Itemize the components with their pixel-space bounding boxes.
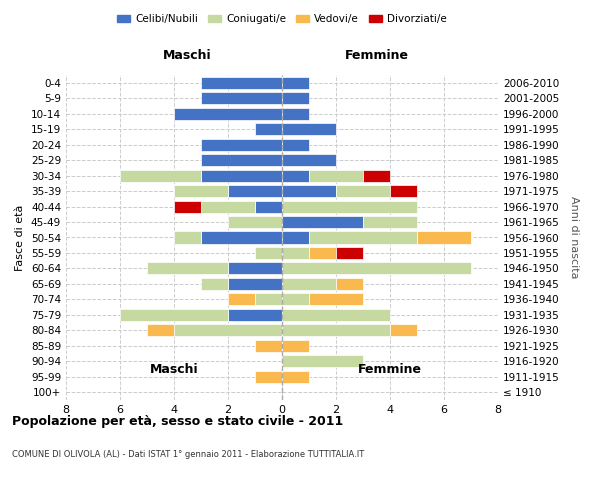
Bar [255,123,282,135]
Bar [147,262,228,274]
Bar [282,340,309,352]
Bar [120,309,228,321]
Bar [309,294,363,306]
Bar [201,200,255,212]
Bar [201,232,282,243]
Bar [282,92,309,104]
Bar [309,232,417,243]
Text: Maschi: Maschi [163,49,211,62]
Bar [201,138,282,150]
Text: COMUNE DI OLIVOLA (AL) - Dati ISTAT 1° gennaio 2011 - Elaborazione TUTTITALIA.IT: COMUNE DI OLIVOLA (AL) - Dati ISTAT 1° g… [12,450,364,459]
Bar [174,232,201,243]
Bar [282,123,336,135]
Bar [336,278,363,290]
Bar [174,108,282,120]
Bar [201,278,228,290]
Bar [174,185,228,197]
Bar [255,247,282,259]
Bar [201,170,282,181]
Bar [255,294,282,306]
Bar [147,324,174,336]
Bar [282,138,309,150]
Bar [282,247,309,259]
Bar [390,185,417,197]
Bar [282,294,309,306]
Bar [201,76,282,89]
Bar [255,200,282,212]
Bar [282,216,363,228]
Bar [282,76,309,89]
Bar [336,247,363,259]
Bar [201,154,282,166]
Text: Femmine: Femmine [345,49,409,62]
Text: Femmine: Femmine [358,363,422,376]
Bar [309,170,363,181]
Bar [282,324,390,336]
Bar [228,262,282,274]
Bar [174,324,282,336]
Bar [363,170,390,181]
Bar [282,108,309,120]
Text: Maschi: Maschi [149,363,199,376]
Bar [390,324,417,336]
Bar [282,262,471,274]
Bar [228,216,282,228]
Bar [255,340,282,352]
Text: Popolazione per età, sesso e stato civile - 2011: Popolazione per età, sesso e stato civil… [12,415,343,428]
Y-axis label: Anni di nascita: Anni di nascita [569,196,579,279]
Bar [228,309,282,321]
Bar [228,278,282,290]
Bar [282,232,309,243]
Bar [228,294,255,306]
Bar [282,200,417,212]
Bar [336,185,390,197]
Bar [282,309,390,321]
Bar [282,371,309,383]
Bar [282,154,336,166]
Bar [282,170,309,181]
Bar [255,371,282,383]
Bar [417,232,471,243]
Bar [282,278,336,290]
Legend: Celibi/Nubili, Coniugati/e, Vedovi/e, Divorziati/e: Celibi/Nubili, Coniugati/e, Vedovi/e, Di… [113,10,451,29]
Y-axis label: Fasce di età: Fasce di età [16,204,25,270]
Bar [363,216,417,228]
Bar [228,185,282,197]
Bar [174,200,201,212]
Bar [282,185,336,197]
Bar [282,356,363,368]
Bar [201,92,282,104]
Bar [309,247,336,259]
Bar [120,170,201,181]
